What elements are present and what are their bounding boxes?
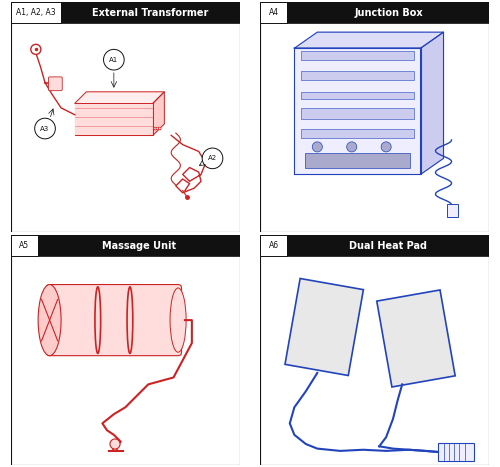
Ellipse shape [170,288,186,352]
Text: A1, A2, A3: A1, A2, A3 [16,8,56,17]
FancyBboxPatch shape [260,2,287,23]
Circle shape [31,44,41,55]
FancyBboxPatch shape [260,235,287,256]
Circle shape [34,118,56,139]
Polygon shape [377,290,455,387]
FancyBboxPatch shape [301,71,414,80]
FancyBboxPatch shape [288,2,490,23]
FancyBboxPatch shape [46,284,182,356]
Circle shape [202,148,223,169]
FancyBboxPatch shape [38,235,240,256]
Text: A1: A1 [109,57,118,63]
Text: Junction Box: Junction Box [354,7,423,18]
Polygon shape [294,48,420,174]
Text: Dual Heat Pad: Dual Heat Pad [350,241,428,251]
Polygon shape [294,32,444,48]
Polygon shape [75,92,164,103]
Polygon shape [285,278,364,375]
Circle shape [156,127,159,130]
Text: A6: A6 [268,241,279,250]
Circle shape [154,127,156,130]
FancyBboxPatch shape [301,51,414,60]
Text: External Transformer: External Transformer [92,7,209,18]
FancyBboxPatch shape [305,153,410,168]
FancyBboxPatch shape [61,2,240,23]
Circle shape [158,127,161,130]
Text: A4: A4 [268,8,279,17]
Circle shape [346,142,357,152]
FancyBboxPatch shape [301,92,414,99]
FancyBboxPatch shape [10,235,38,256]
Polygon shape [153,92,164,135]
FancyBboxPatch shape [288,235,490,256]
Circle shape [110,439,120,449]
Text: Massage Unit: Massage Unit [102,241,176,251]
FancyBboxPatch shape [10,2,61,23]
FancyBboxPatch shape [301,108,414,119]
FancyBboxPatch shape [448,204,458,217]
Polygon shape [420,32,444,174]
FancyBboxPatch shape [301,129,414,138]
Circle shape [312,142,322,152]
Ellipse shape [38,284,61,356]
Circle shape [104,50,124,70]
Text: A3: A3 [40,126,50,132]
Text: A5: A5 [20,241,30,250]
Text: A2: A2 [208,156,217,162]
FancyBboxPatch shape [48,77,62,91]
Polygon shape [75,103,153,135]
FancyBboxPatch shape [438,443,474,461]
Circle shape [381,142,391,152]
